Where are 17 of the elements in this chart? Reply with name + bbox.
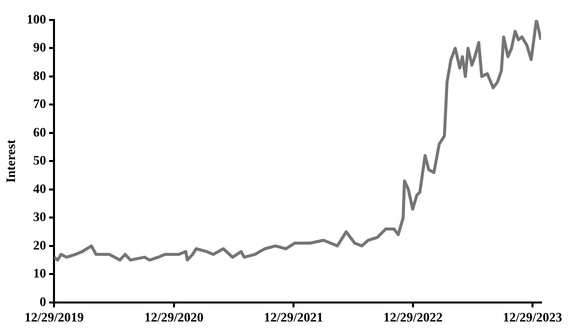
y-tick-label: 90 xyxy=(33,40,46,55)
y-tick-label: 10 xyxy=(33,266,46,281)
x-tick-label: 12/29/2023 xyxy=(502,310,563,325)
x-tick-label: 12/29/2021 xyxy=(264,310,324,325)
y-tick-label: 20 xyxy=(33,237,46,252)
y-axis-title: Interest xyxy=(3,138,18,183)
y-tick-label: 40 xyxy=(33,180,46,196)
x-tick-label: 12/29/2022 xyxy=(383,310,443,325)
y-tick-label: 0 xyxy=(40,294,46,309)
y-tick-label: 60 xyxy=(33,124,46,140)
y-tick-label: 80 xyxy=(33,68,46,83)
x-tick-label: 12/29/2019 xyxy=(24,310,84,325)
y-tick-label: 30 xyxy=(33,209,46,224)
x-tick-label: 12/29/2020 xyxy=(144,310,204,325)
y-tick-label: 50 xyxy=(33,152,46,168)
y-tick-label: 100 xyxy=(26,11,46,26)
y-tick-label: 70 xyxy=(33,96,46,112)
